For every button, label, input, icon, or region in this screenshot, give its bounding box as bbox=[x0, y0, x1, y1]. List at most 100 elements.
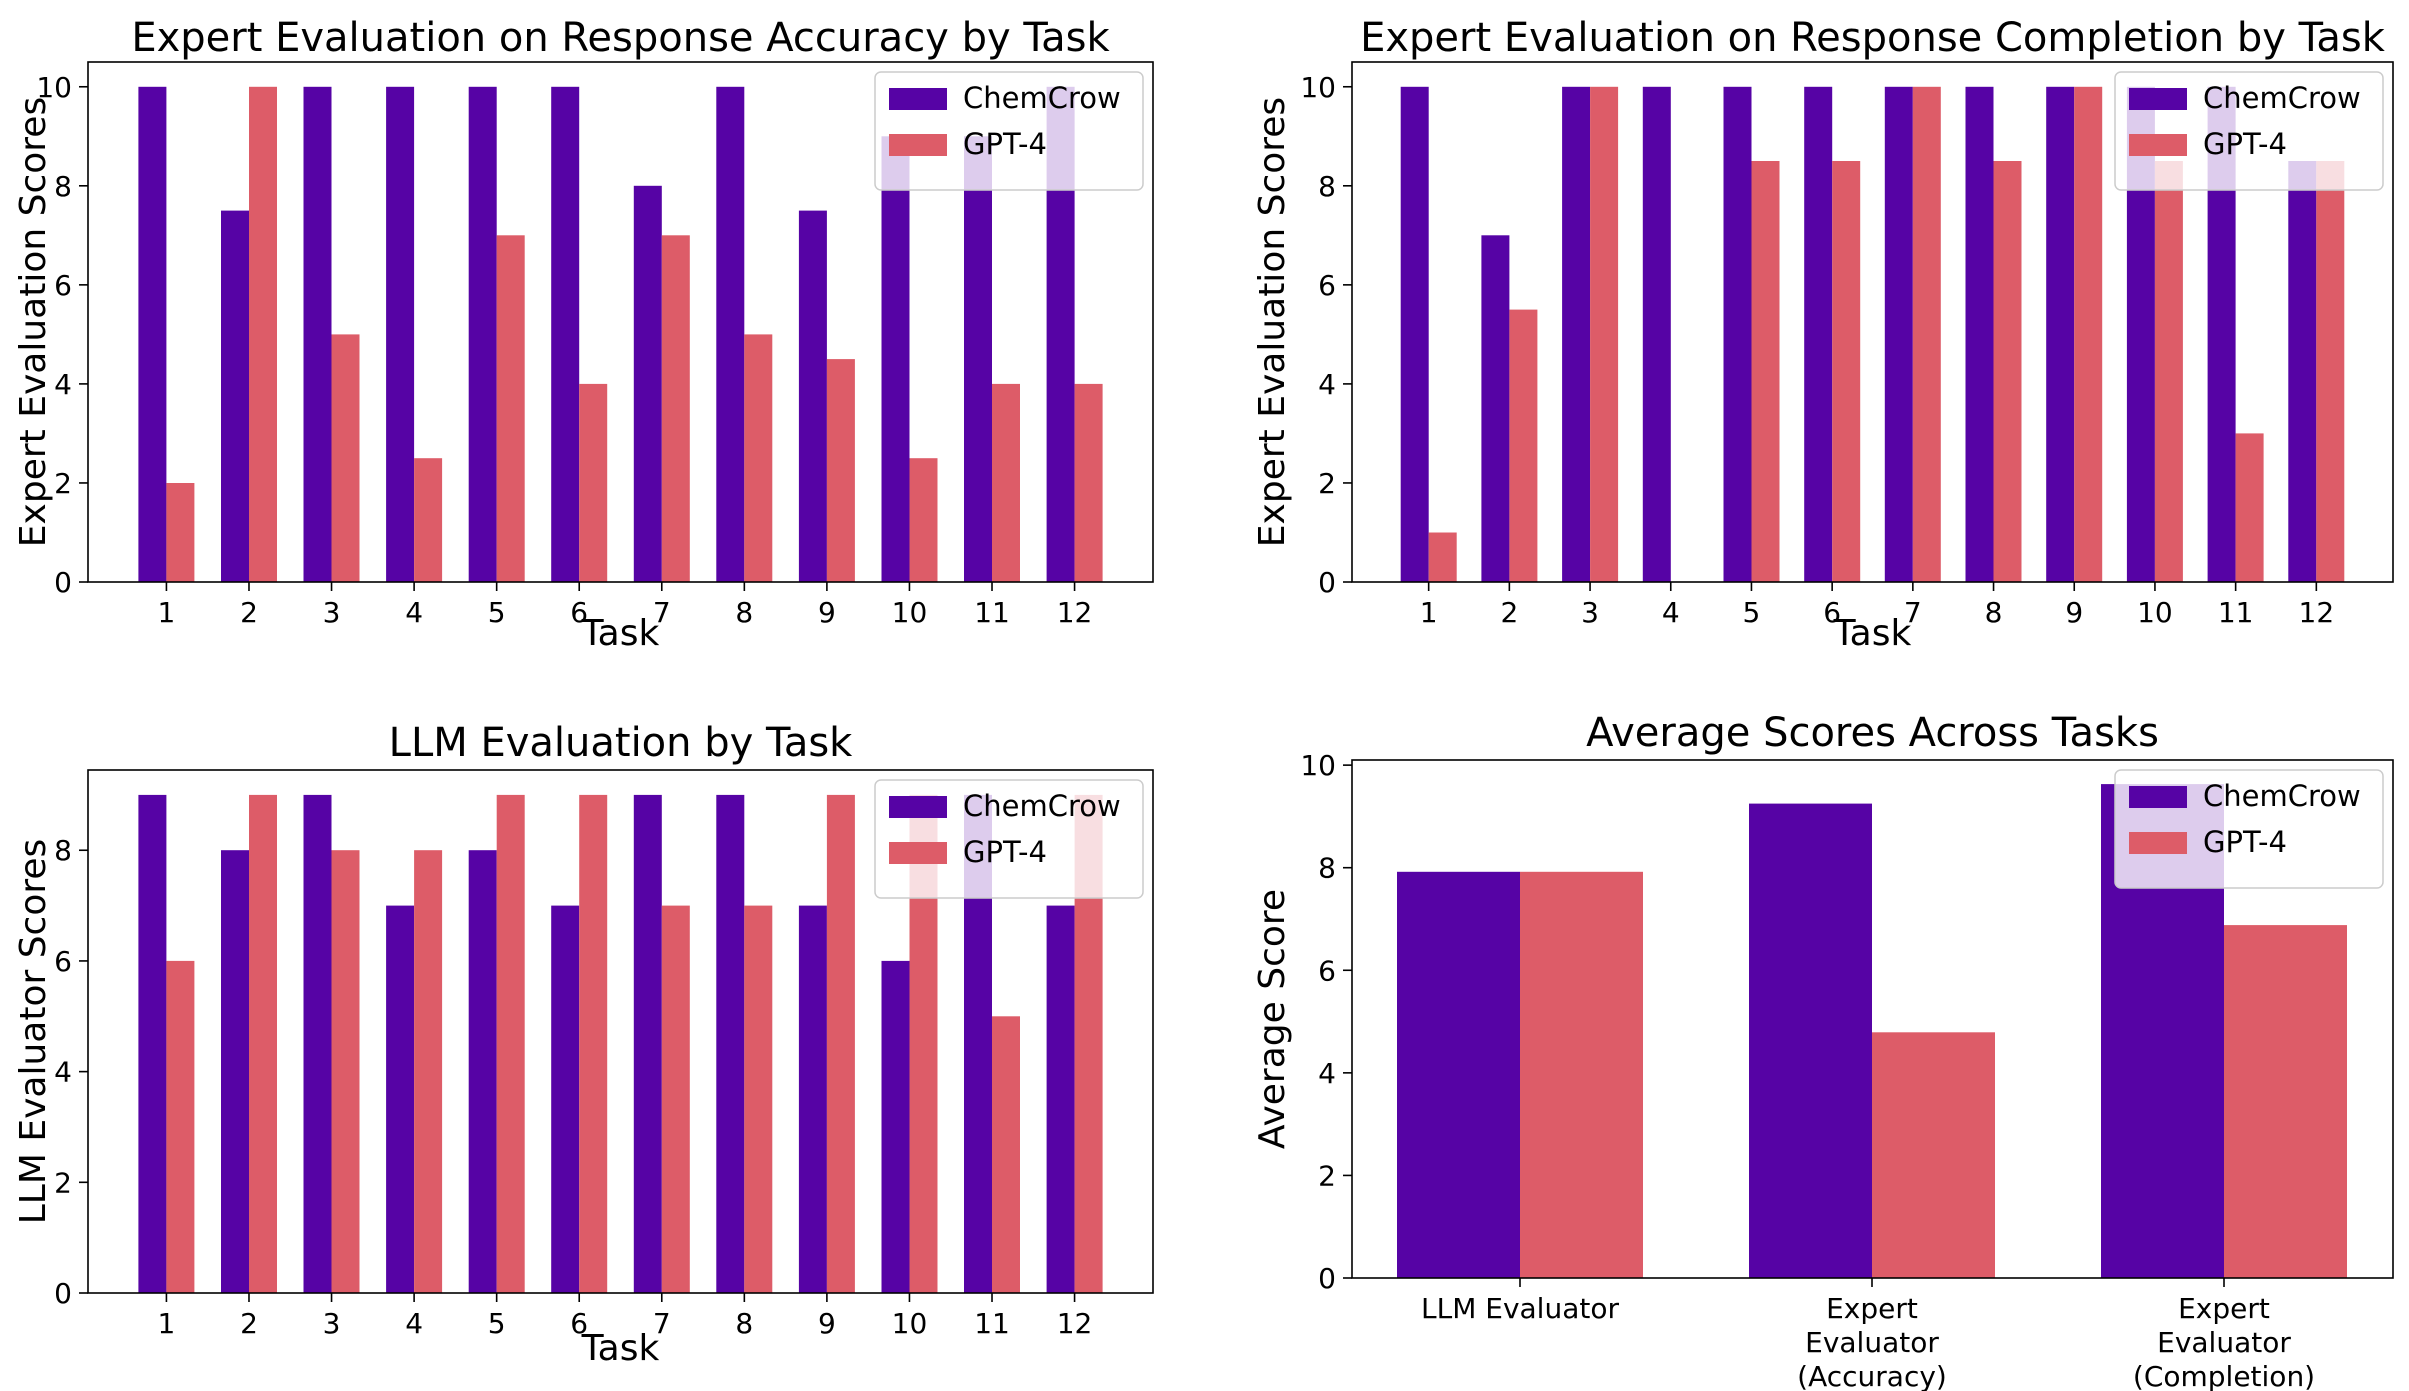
x-tick-label: 10 bbox=[892, 596, 928, 629]
x-tick-label: 12 bbox=[1057, 1307, 1093, 1340]
y-tick-label: 4 bbox=[54, 368, 72, 401]
x-tick-label: Evaluator bbox=[2157, 1326, 2291, 1359]
bar-gpt4-9 bbox=[826, 359, 855, 582]
bar-chemcrow-1 bbox=[1400, 86, 1429, 583]
chart-title: Expert Evaluation on Response Completion… bbox=[1360, 15, 2386, 61]
x-tick-label: 9 bbox=[818, 596, 836, 629]
y-axis-label: LLM Evaluator Scores bbox=[13, 839, 54, 1225]
y-tick-label: 4 bbox=[1318, 368, 1336, 401]
bar-gpt4-10 bbox=[2154, 161, 2183, 582]
bar-chemcrow-6 bbox=[551, 905, 580, 1293]
y-tick-label: 10 bbox=[1300, 71, 1336, 104]
y-tick-label: 2 bbox=[1318, 467, 1336, 500]
x-tick-label: 12 bbox=[2299, 596, 2335, 629]
x-tick-label: 12 bbox=[1057, 596, 1093, 629]
bar-chemcrow-3 bbox=[303, 86, 332, 583]
bar-chemcrow-3 bbox=[1562, 86, 1591, 583]
bar-chemcrow-9 bbox=[798, 210, 827, 582]
x-tick-label: Expert bbox=[1826, 1292, 1918, 1325]
bar-chemcrow-8 bbox=[1965, 86, 1994, 583]
y-tick-label: 0 bbox=[1318, 1262, 1336, 1295]
y-tick-label: 8 bbox=[1318, 852, 1336, 885]
bar-gpt4-5 bbox=[496, 235, 525, 583]
bar-gpt4-6 bbox=[1832, 161, 1861, 582]
legend-label-chemcrow: ChemCrow bbox=[2203, 81, 2361, 115]
bar-chemcrow-4 bbox=[1642, 86, 1671, 583]
legend-swatch-chemcrow bbox=[2129, 786, 2187, 808]
legend-label-chemcrow: ChemCrow bbox=[963, 81, 1121, 115]
bar-gpt4-5 bbox=[496, 794, 525, 1293]
bar-chemcrow-3 bbox=[303, 794, 332, 1293]
x-tick-label: 9 bbox=[818, 1307, 836, 1340]
chart-title: Average Scores Across Tasks bbox=[1586, 710, 2159, 756]
bar-chemcrow-12 bbox=[2288, 161, 2317, 582]
legend-swatch-chemcrow bbox=[889, 88, 947, 110]
x-tick-label: 3 bbox=[1581, 596, 1599, 629]
bar-chemcrow-4 bbox=[386, 86, 415, 583]
chart-title: LLM Evaluation by Task bbox=[389, 720, 854, 766]
bar-gpt4-7 bbox=[661, 235, 690, 583]
legend: ChemCrow GPT-4 bbox=[2114, 769, 2384, 889]
x-tick-label: 11 bbox=[974, 596, 1010, 629]
bar-gpt4-8 bbox=[1993, 161, 2022, 582]
y-tick-label: 10 bbox=[36, 71, 72, 104]
bar-chemcrow-12 bbox=[1046, 905, 1075, 1293]
legend-swatch-gpt4 bbox=[889, 134, 947, 156]
bar-chemcrow-11 bbox=[964, 136, 992, 583]
x-tick-label: 1 bbox=[1420, 596, 1438, 629]
bar-chemcrow-10 bbox=[881, 960, 910, 1293]
bar-chemcrow-10 bbox=[881, 136, 910, 583]
plot-frame bbox=[1351, 61, 2394, 583]
y-tick-label: 10 bbox=[1300, 749, 1336, 782]
bar-gpt4-9 bbox=[826, 794, 855, 1293]
x-tick-label: 6 bbox=[1823, 596, 1841, 629]
bar-chemcrow-1 bbox=[138, 86, 167, 583]
y-tick-label: 8 bbox=[54, 834, 72, 867]
legend-label-gpt4: GPT-4 bbox=[2203, 127, 2287, 161]
bar-chemcrow-7 bbox=[633, 794, 662, 1293]
plot-frame bbox=[87, 769, 1154, 1294]
bar-gpt4-8 bbox=[744, 334, 773, 582]
y-tick-label: 6 bbox=[1318, 954, 1336, 987]
y-tick-label: 0 bbox=[54, 566, 72, 599]
bar-chemcrow-6 bbox=[551, 86, 580, 583]
bar-chemcrow-5 bbox=[1723, 86, 1752, 583]
bar-chemcrow-2 bbox=[1749, 803, 1872, 1278]
y-tick-label: 0 bbox=[1318, 566, 1336, 599]
x-tick-label: 4 bbox=[405, 1307, 423, 1340]
bar-chemcrow-4 bbox=[386, 905, 415, 1293]
bar-gpt4-12 bbox=[1074, 383, 1103, 582]
legend-swatch-chemcrow bbox=[889, 796, 947, 818]
bar-gpt4-9 bbox=[2074, 86, 2103, 583]
x-tick-label: 7 bbox=[653, 1307, 671, 1340]
bar-gpt4-3 bbox=[2224, 925, 2347, 1278]
x-tick-label: Expert bbox=[2178, 1292, 2270, 1325]
bar-gpt4-8 bbox=[744, 905, 773, 1293]
y-tick-label: 6 bbox=[54, 945, 72, 978]
bar-gpt4-11 bbox=[2235, 433, 2264, 582]
legend-label-chemcrow: ChemCrow bbox=[2203, 779, 2361, 813]
legend: ChemCrow GPT-4 bbox=[2114, 71, 2384, 191]
legend-swatch-chemcrow bbox=[2129, 88, 2187, 110]
x-tick-label: 2 bbox=[240, 1307, 258, 1340]
x-tick-label: 10 bbox=[892, 1307, 928, 1340]
legend: ChemCrow GPT-4 bbox=[874, 779, 1144, 899]
bar-chemcrow-1 bbox=[1397, 871, 1520, 1278]
bar-chemcrow-1 bbox=[138, 794, 167, 1293]
legend-swatch-gpt4 bbox=[2129, 832, 2187, 854]
bar-gpt4-10 bbox=[909, 458, 938, 582]
y-axis-label: Expert Evaluation Scores bbox=[1252, 97, 1293, 547]
bar-gpt4-1 bbox=[166, 960, 195, 1293]
y-tick-label: 2 bbox=[1318, 1159, 1336, 1192]
x-tick-label: 1 bbox=[158, 596, 176, 629]
x-tick-label: 11 bbox=[974, 1307, 1010, 1340]
bar-gpt4-3 bbox=[1590, 86, 1619, 583]
bar-gpt4-4 bbox=[414, 850, 443, 1293]
x-axis-label: Task bbox=[1833, 613, 1912, 654]
x-tick-label: 8 bbox=[735, 1307, 753, 1340]
y-tick-label: 0 bbox=[54, 1277, 72, 1310]
bar-gpt4-4 bbox=[414, 458, 443, 582]
